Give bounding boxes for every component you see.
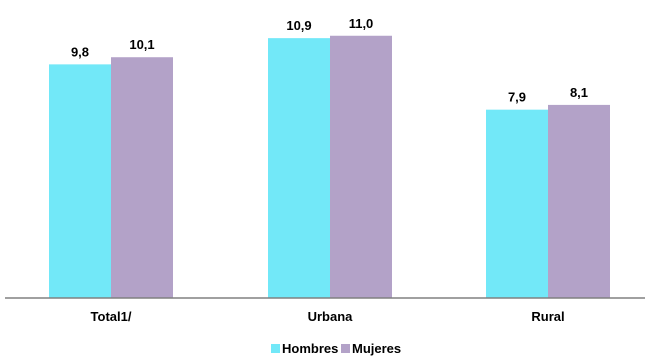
bar-hombres-2 bbox=[268, 38, 330, 298]
legend: Hombres Mujeres bbox=[271, 341, 401, 356]
bars-layer bbox=[49, 35, 610, 299]
value-labels-layer: 9,8 10,1 10,9 11,0 7,9 8,1 bbox=[71, 16, 588, 105]
legend-label-hombres: Hombres bbox=[282, 341, 338, 356]
category-label-3: Rural bbox=[531, 309, 564, 324]
value-label-mujeres-2: 11,0 bbox=[349, 16, 374, 31]
bar-hombres-3 bbox=[486, 109, 548, 298]
bar-mujeres-3 bbox=[548, 104, 610, 299]
bar-mujeres-1 bbox=[111, 57, 173, 298]
bar-hombres-1 bbox=[49, 64, 111, 298]
bar-mujeres-2 bbox=[330, 35, 392, 298]
value-label-mujeres-3: 8,1 bbox=[570, 85, 588, 100]
legend-label-mujeres: Mujeres bbox=[352, 341, 401, 356]
value-label-hombres-3: 7,9 bbox=[508, 90, 526, 105]
value-label-hombres-1: 9,8 bbox=[71, 44, 89, 59]
category-labels-layer: Total1/Urbana Rural bbox=[91, 309, 565, 324]
legend-swatch-mujeres bbox=[341, 344, 350, 353]
category-label-1: Total1/ bbox=[91, 309, 132, 324]
category-label-2: Urbana bbox=[308, 309, 354, 324]
legend-swatch-hombres bbox=[271, 344, 280, 353]
value-label-mujeres-1: 10,1 bbox=[129, 37, 154, 52]
value-label-hombres-2: 10,9 bbox=[286, 18, 311, 33]
